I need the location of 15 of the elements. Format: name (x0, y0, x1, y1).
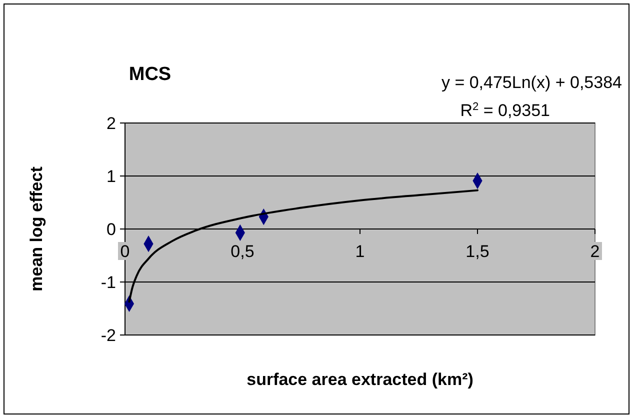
y-axis-title: mean log effect (27, 166, 46, 292)
y-tick-label: -1 (100, 272, 116, 292)
x-tick-label: 2 (590, 242, 600, 261)
x-tick-label: 1,5 (466, 242, 490, 261)
x-axis-title: surface area extracted (km²) (246, 370, 474, 389)
y-tick-label: 1 (106, 166, 116, 186)
x-tick-label: 0,5 (230, 242, 254, 261)
x-tick-label: 0 (120, 242, 130, 261)
x-tick-label: 1 (355, 242, 365, 261)
y-tick-label: 2 (106, 114, 116, 133)
text: R$^{2}$ = 0,9351 (460, 101, 550, 120)
text: y = 0,475Ln(x) + 0,5384 (441, 73, 622, 92)
y-tick-label: 0 (106, 220, 116, 239)
chart-title: MCS (128, 64, 172, 85)
y-tick-label: -2 (100, 326, 116, 345)
